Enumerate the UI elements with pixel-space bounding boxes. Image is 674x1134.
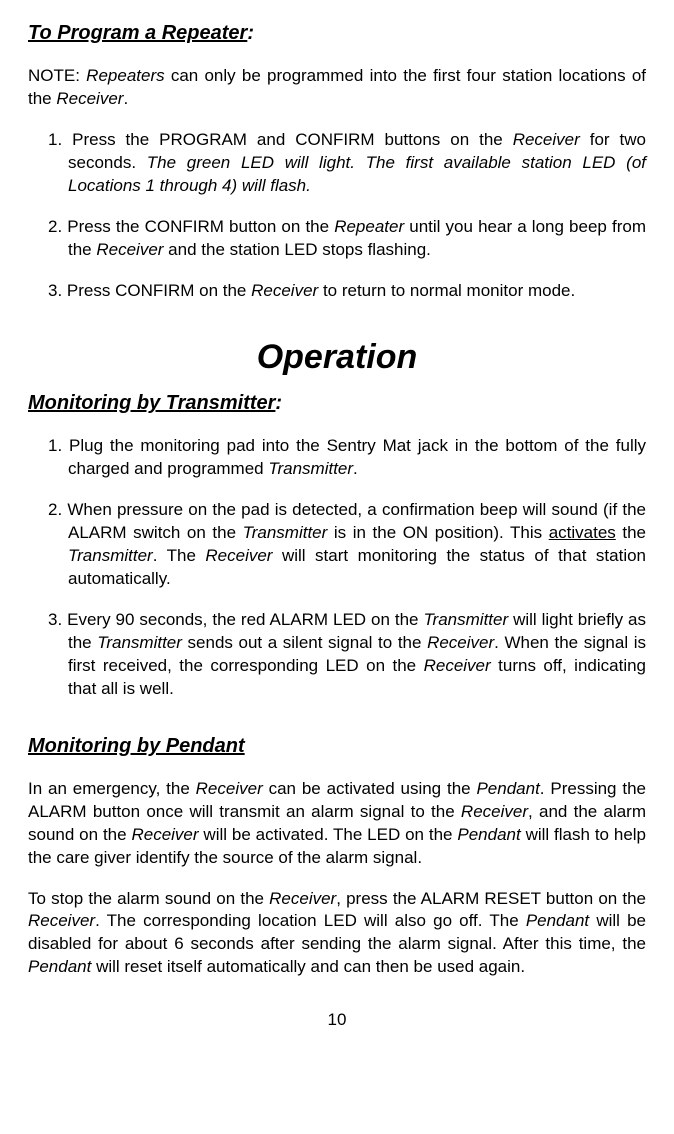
page-number: 10 — [28, 1009, 646, 1032]
s2-item3-prefix: 3. Every 90 seconds, the red ALARM LED o… — [48, 610, 423, 629]
item3-prefix: 3. Press CONFIRM on the — [48, 281, 251, 300]
s3-p2-italic2: Receiver — [28, 911, 95, 930]
s3-p2-mid1: , press the ALARM RESET button on the — [336, 889, 646, 908]
s3-p1-mid1: can be activated using the — [263, 779, 477, 798]
item2-prefix: 2. Press the CONFIRM button on the — [48, 217, 334, 236]
s3-p2-italic4: Pendant — [28, 957, 91, 976]
s2-item2-italic3: Receiver — [205, 546, 272, 565]
s2-item3-italic4: Receiver — [424, 656, 491, 675]
section1-item2: 2. Press the CONFIRM button on the Repea… — [28, 216, 646, 262]
note-suffix: . — [123, 89, 128, 108]
s2-item3-italic3: Receiver — [427, 633, 494, 652]
s2-item2-italic1: Transmitter — [243, 523, 328, 542]
s2-item2-mid3: . The — [153, 546, 206, 565]
heading-text: Monitoring by Transmitter — [28, 392, 275, 414]
section3-para1: In an emergency, the Receiver can be act… — [28, 778, 646, 870]
section2-item1: 1. Plug the monitoring pad into the Sent… — [28, 435, 646, 481]
section2-item3: 3. Every 90 seconds, the red ALARM LED o… — [28, 609, 646, 701]
s2-item1-italic1: Transmitter — [268, 459, 353, 478]
s3-p1-italic5: Pendant — [457, 825, 520, 844]
item2-italic1: Repeater — [334, 217, 404, 236]
section-heading-repeater: To Program a Repeater: — [28, 20, 646, 47]
item1-italic1: Receiver — [513, 130, 580, 149]
s3-p2-suffix: will reset itself automatically and can … — [91, 957, 525, 976]
s2-item3-italic1: Transmitter — [423, 610, 508, 629]
note-italic-repeaters: Repeaters — [86, 66, 164, 85]
s3-p1-prefix: In an emergency, the — [28, 779, 196, 798]
s3-p1-italic3: Receiver — [461, 802, 528, 821]
s2-item3-italic2: Transmitter — [97, 633, 182, 652]
s3-p2-italic3: Pendant — [526, 911, 589, 930]
s3-p2-italic1: Receiver — [269, 889, 336, 908]
heading-colon: : — [247, 20, 254, 47]
s2-item2-underline: activates — [549, 523, 616, 542]
note-italic-receiver: Receiver — [56, 89, 123, 108]
s2-item3-mid2: sends out a silent signal to the — [182, 633, 427, 652]
s2-item2-mid1: is in the ON position). This — [327, 523, 548, 542]
s3-p1-italic2: Pendant — [476, 779, 539, 798]
note-prefix: NOTE: — [28, 66, 86, 85]
s3-p2-prefix: To stop the alarm sound on the — [28, 889, 269, 908]
s3-p2-mid2: . The corresponding location LED will al… — [95, 911, 526, 930]
item1-italic2: The green LED will light. The first avai… — [68, 153, 646, 195]
heading-text: To Program a Repeater — [28, 22, 247, 44]
s3-p1-italic1: Receiver — [196, 779, 263, 798]
section1-item1: 1. Press the PROGRAM and CONFIRM buttons… — [28, 129, 646, 198]
s2-item1-suffix: . — [353, 459, 358, 478]
section-heading-transmitter: Monitoring by Transmitter: — [28, 390, 646, 417]
item1-prefix: 1. Press the PROGRAM and CONFIRM buttons… — [48, 130, 513, 149]
heading-colon: : — [275, 390, 282, 417]
note-paragraph: NOTE: Repeaters can only be programmed i… — [28, 65, 646, 111]
main-heading-operation: Operation — [28, 335, 646, 381]
section2-item2: 2. When pressure on the pad is detected,… — [28, 499, 646, 591]
s3-p1-mid4: will be activated. The LED on the — [199, 825, 458, 844]
item3-italic1: Receiver — [251, 281, 318, 300]
item2-suffix: and the station LED stops flashing. — [163, 240, 430, 259]
s2-item2-italic2: Transmitter — [68, 546, 153, 565]
section3-para2: To stop the alarm sound on the Receiver,… — [28, 888, 646, 980]
section-heading-pendant: Monitoring by Pendant — [28, 733, 646, 760]
s3-p1-italic4: Receiver — [131, 825, 198, 844]
item3-suffix: to return to normal monitor mode. — [318, 281, 575, 300]
section1-item3: 3. Press CONFIRM on the Receiver to retu… — [28, 280, 646, 303]
item2-italic2: Receiver — [96, 240, 163, 259]
s2-item2-mid2: the — [616, 523, 646, 542]
